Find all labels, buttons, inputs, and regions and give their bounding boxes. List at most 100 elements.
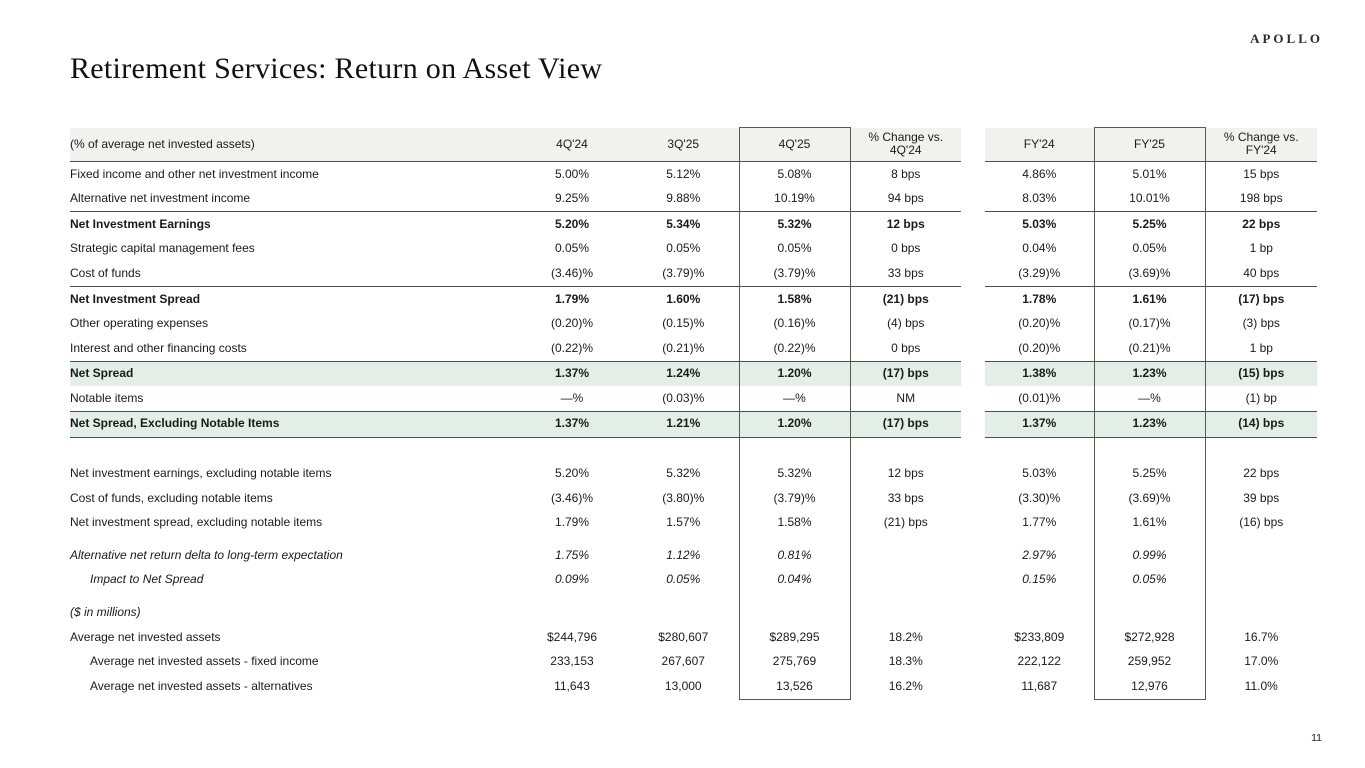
value-cell: 11,687 — [1021, 679, 1058, 694]
row-label: Cost of funds — [70, 265, 141, 280]
value-cell: 1.58% — [738, 510, 851, 536]
value-cell: 259,952 — [1093, 649, 1206, 675]
row-label: Strategic capital management fees — [70, 241, 255, 256]
value-cell: (3.46)% — [550, 490, 594, 505]
table-row: Cost of funds, excluding notable items (3… — [70, 486, 1317, 511]
return-on-asset-table-container: (% of average net invested assets) 4Q'24 3… — [70, 127, 1317, 700]
value-cell: (17) bps — [850, 410, 961, 438]
row-label: Fixed income and other net investment in… — [70, 166, 319, 181]
table-cell — [1205, 437, 1317, 462]
value-cell: 1 bp — [1249, 241, 1273, 256]
value-cell: 0.81% — [738, 543, 851, 568]
row-label: Net Spread, Excluding Notable Items — [70, 410, 516, 438]
table-cell — [850, 437, 961, 462]
value-cell: 1.23% — [1093, 410, 1206, 438]
row-label: Average net invested assets - fixed inco… — [90, 654, 319, 669]
table-cell — [985, 437, 1094, 462]
value-cell: 1.78% — [985, 285, 1094, 312]
table-cell — [1205, 535, 1317, 544]
value-cell — [850, 568, 961, 593]
value-cell: (3.79)% — [738, 486, 851, 511]
value-cell: 12,976 — [1093, 674, 1206, 700]
row-label: Alternative net investment income — [70, 191, 251, 206]
table-row: Net investment earnings, excluding notab… — [70, 461, 1317, 487]
value-cell: (0.01)% — [1018, 390, 1061, 405]
value-cell: 0 bps — [891, 241, 921, 256]
value-cell: (3.79)% — [662, 265, 705, 280]
value-cell: 233,153 — [550, 654, 594, 669]
table-cell — [1093, 437, 1206, 462]
value-cell: 12 bps — [850, 211, 961, 237]
table-cell — [628, 592, 739, 601]
value-cell: 8 bps — [891, 166, 921, 181]
value-cell: 1.75% — [554, 547, 590, 562]
value-cell: 5.32% — [738, 461, 851, 487]
row-label: Impact to Net Spread — [90, 572, 204, 587]
column-gap — [961, 592, 985, 601]
table-cell — [516, 535, 628, 544]
table-row: Net Investment Earnings 5.20% 5.34% 5.32% 12… — [70, 211, 1317, 237]
value-cell: (0.20)% — [1018, 340, 1061, 355]
column-gap — [961, 261, 985, 287]
column-header: 4Q'24 — [516, 127, 628, 162]
value-cell: 1.20% — [738, 410, 851, 438]
table-cell — [628, 437, 739, 462]
value-cell: 5.08% — [738, 161, 851, 187]
value-cell — [738, 600, 851, 626]
value-cell: 0.04% — [1022, 241, 1057, 256]
row-label: Net Spread — [70, 360, 516, 387]
value-cell: 1 bp — [1249, 340, 1273, 355]
table-row: Notable items —% (0.03)% —% NM (0.01)% —% (1) b… — [70, 386, 1317, 412]
table-row: Average net invested assets - alternativ… — [70, 674, 1317, 700]
value-cell: 5.32% — [738, 211, 851, 237]
value-cell: 267,607 — [661, 654, 705, 669]
value-cell: 0.05% — [1093, 567, 1206, 593]
column-gap — [961, 535, 985, 544]
value-cell: (3.69)% — [1093, 486, 1206, 511]
table-cell — [1093, 535, 1206, 544]
value-cell: 33 bps — [887, 265, 924, 280]
column-header: 4Q'25 — [738, 127, 851, 162]
value-cell: 1.38% — [985, 360, 1094, 387]
value-cell: 5.01% — [1093, 161, 1206, 187]
table-cell — [850, 592, 961, 601]
value-cell: 222,122 — [1017, 654, 1061, 669]
value-cell: 1.61% — [1093, 285, 1206, 312]
column-gap — [961, 486, 985, 511]
table-header-row: (% of average net invested assets) 4Q'24 3… — [70, 127, 1317, 162]
table-cell — [70, 535, 516, 544]
row-label: Alternative net return delta to long-ter… — [70, 547, 343, 562]
table-cell — [738, 437, 851, 462]
page-number: 11 — [1311, 732, 1322, 744]
value-cell: 5.34% — [628, 211, 739, 237]
value-cell: 18.2% — [888, 629, 923, 644]
row-label: Other operating expenses — [70, 316, 209, 331]
table-row: Average net invested assets - fixed inco… — [70, 649, 1317, 675]
table-row: Interest and other financing costs (0.22)… — [70, 336, 1317, 362]
table-cell — [1205, 592, 1317, 601]
value-cell: 1.79% — [516, 285, 628, 312]
table-cell — [516, 437, 628, 462]
column-gap — [961, 186, 985, 212]
column-gap — [961, 361, 985, 387]
row-label: ($ in millions) — [70, 605, 141, 620]
table-row: Net Investment Spread 1.79% 1.60% 1.58% (21)… — [70, 285, 1317, 312]
column-gap — [961, 311, 985, 337]
value-cell: 0.09% — [554, 572, 590, 587]
column-gap — [961, 600, 985, 626]
column-gap — [961, 211, 985, 237]
table-cell — [628, 535, 739, 544]
table-cell — [70, 437, 516, 462]
value-cell: 0.04% — [738, 567, 851, 593]
value-cell: 0.05% — [738, 236, 851, 262]
value-cell: 1.58% — [738, 285, 851, 312]
row-label: Notable items — [70, 390, 144, 405]
value-cell: 1.77% — [1022, 515, 1057, 530]
table-cell — [738, 535, 851, 544]
column-gap — [961, 437, 985, 462]
value-cell: 5.25% — [1093, 461, 1206, 487]
value-cell — [1205, 568, 1317, 593]
value-cell: 9.25% — [554, 191, 590, 206]
value-cell: 5.32% — [666, 466, 701, 481]
